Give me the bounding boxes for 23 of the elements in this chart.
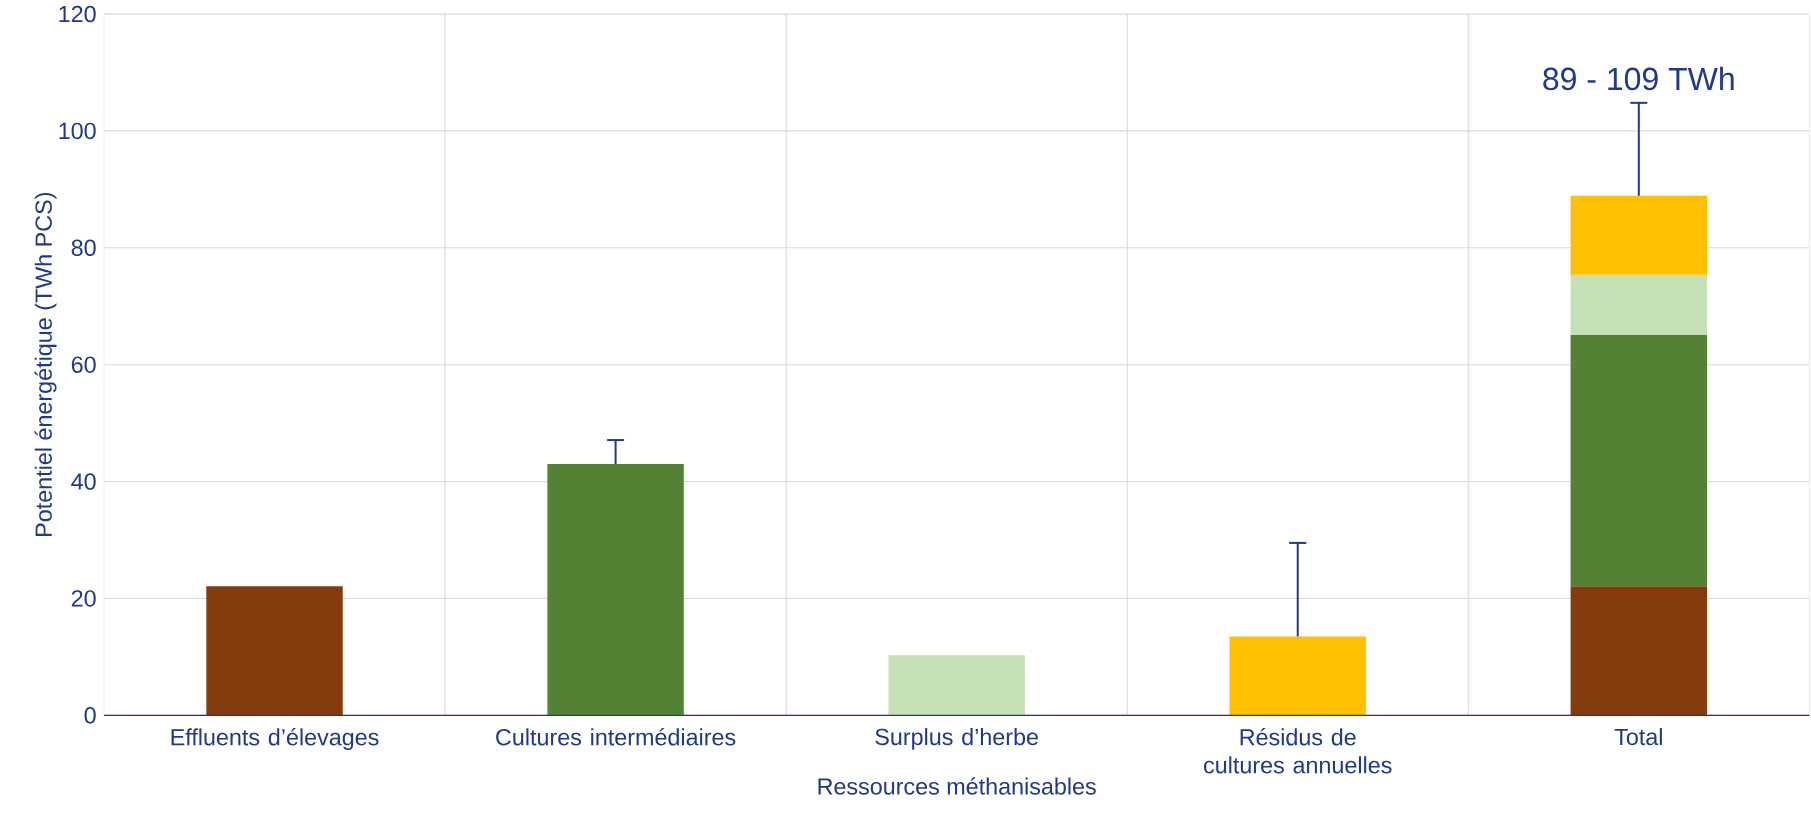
x-tick-label: Cultures intermédiaires (496, 728, 736, 746)
x-tick-label: Effluents d’élevages (171, 728, 379, 751)
y-axis-title: Potentiel énergétique (TWh PCS) (34, 193, 57, 536)
x-tick-label: Résidus de cultures annuelles (1204, 728, 1392, 774)
bar (1570, 195, 1708, 275)
y-tick-label: 60 (71, 356, 96, 373)
bar (1570, 586, 1708, 716)
y-tick-label: 120 (59, 5, 96, 23)
y-tick-label: 100 (59, 122, 96, 140)
bar (206, 586, 343, 716)
bar (1570, 274, 1708, 335)
x-axis-title: Ressources méthanisables (818, 777, 1096, 795)
x-tick-label: Total (1614, 728, 1662, 746)
bar (1229, 636, 1366, 716)
bar (888, 655, 1025, 716)
bar (1570, 334, 1708, 587)
y-tick-label: 40 (71, 473, 96, 490)
bar (547, 464, 684, 716)
x-tick-label: Surplus d’herbe (875, 728, 1038, 750)
y-tick-label: 20 (71, 590, 96, 607)
annotation: 89 - 109 TWh (1543, 66, 1734, 91)
y-tick-label: 80 (71, 239, 96, 257)
y-tick-label: 0 (84, 707, 96, 724)
